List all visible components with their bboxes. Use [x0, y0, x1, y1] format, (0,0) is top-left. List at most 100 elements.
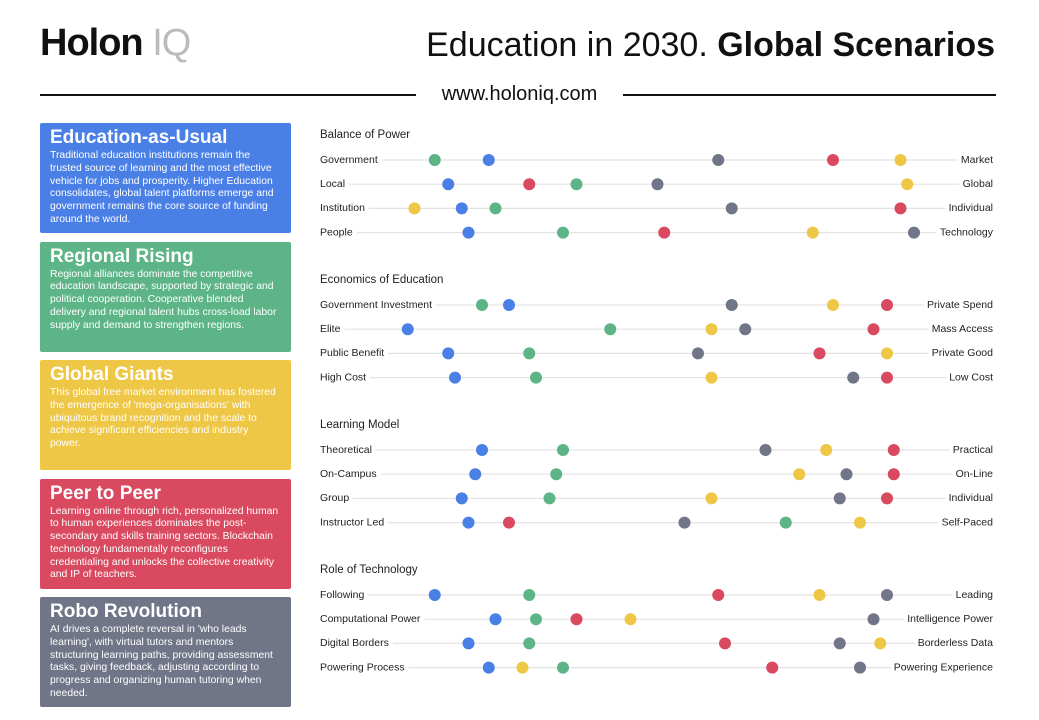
scenario-name: Peer to Peer [50, 482, 161, 504]
scenario-dot [651, 178, 664, 191]
scenario-description: This global free market environment has … [50, 387, 276, 450]
scenario-dot [482, 661, 495, 674]
left-label: Digital Borders [320, 637, 389, 649]
right-label: Individual [949, 202, 993, 214]
right-label: Market [961, 154, 993, 166]
scenario-dot [449, 371, 461, 384]
scenario-dot [530, 371, 542, 384]
left-label: Government Investment [320, 299, 432, 311]
scenario-dot [854, 516, 866, 529]
scenario-dot [793, 468, 806, 481]
scenario-dot [543, 492, 556, 505]
url: www.holoniq.com [441, 83, 598, 105]
right-label: Practical [953, 444, 993, 456]
left-label: Institution [320, 202, 365, 214]
scenario-dot [874, 637, 887, 650]
scenario-dot [604, 323, 617, 336]
scenario-description: Learning online through rich, personaliz… [50, 505, 279, 581]
scenario-dot [705, 323, 718, 336]
scenario-dot [428, 589, 441, 601]
scenario-dot [503, 516, 515, 529]
scenario-name: Regional Rising [50, 245, 194, 267]
scenario-dot [766, 661, 779, 674]
right-label: Powering Experience [894, 661, 993, 673]
right-label: Borderless Data [918, 637, 993, 649]
scenario-dot [658, 226, 671, 239]
scenario-dot [887, 468, 900, 481]
scenario-dot [908, 226, 920, 239]
scenario-dot [530, 613, 542, 626]
scenario-panel: Regional Rising Regional alliances domina… [40, 241, 291, 352]
scenario-dot [881, 589, 893, 601]
scenario-dot [692, 347, 704, 360]
title-bold: Global Scenarios [717, 26, 995, 64]
scenario-dot [678, 516, 691, 529]
scenario-dot [867, 613, 880, 626]
left-label: Powering Process [320, 661, 405, 673]
scenario-description: Traditional education institutions remai… [50, 150, 274, 225]
rule [40, 94, 416, 96]
scenario-dot [806, 226, 819, 239]
scenario-dot [489, 202, 502, 215]
scenario-dot [482, 154, 495, 166]
scenario-dot [813, 589, 826, 601]
right-label: Global [963, 178, 993, 190]
scenario-dot [476, 444, 488, 456]
scenario-dot [881, 347, 893, 360]
logo-main: Holon [40, 22, 144, 64]
scenario-dot [523, 637, 536, 650]
scenario-dot [557, 661, 569, 674]
scenario-name: Robo Revolution [50, 601, 202, 622]
section-title: Learning Model [320, 419, 399, 431]
scenario-dot [523, 589, 536, 601]
scenario-dot [469, 468, 482, 481]
logo: Holon IQ [40, 22, 191, 65]
scenario-panel: Global Giants This global free market env… [40, 360, 291, 470]
scenario-dot [462, 637, 475, 650]
left-label: People [320, 226, 353, 238]
scenario-panel: Education-as-Usual Traditional education … [40, 123, 291, 233]
scenario-dot [820, 444, 833, 456]
title-light: Education in 2030. [426, 26, 708, 64]
scenario-dot [557, 226, 569, 239]
scenario-dot [455, 492, 468, 505]
right-label: Individual [949, 492, 993, 504]
scenario-dot [428, 154, 441, 166]
scenario-dot [827, 299, 839, 311]
rule [623, 94, 996, 96]
right-label: Technology [940, 226, 994, 238]
scenario-dot [455, 202, 468, 215]
scenario-dot [705, 371, 718, 384]
right-label: Mass Access [932, 323, 993, 335]
scenario-dot [813, 347, 826, 360]
left-label: On-Campus [320, 468, 377, 480]
scenario-description: AI drives a complete reversal in 'who le… [50, 624, 273, 699]
scenario-dot [901, 178, 914, 191]
left-label: High Cost [320, 371, 366, 383]
scenario-panel: Peer to Peer Learning online through rich… [40, 478, 291, 589]
left-label: Following [320, 589, 365, 601]
scenario-panel: Robo Revolution AI drives a complete reve… [40, 597, 291, 707]
scenario-description: Regional alliances dominate the competit… [50, 268, 277, 331]
scenario-dot [624, 613, 637, 626]
scenario-dot [476, 299, 488, 311]
scenario-dot [489, 613, 502, 626]
right-label: Private Spend [927, 299, 993, 311]
left-label: Instructor Led [320, 516, 384, 528]
scenario-dot [779, 516, 792, 529]
scenario-dot [759, 444, 772, 456]
scenario-dot [557, 444, 569, 456]
scenario-dot [840, 468, 853, 481]
right-label: Self-Paced [942, 516, 994, 528]
scenario-dot [739, 323, 752, 336]
scenario-dot [570, 613, 583, 626]
scenario-name: Education-as-Usual [50, 127, 228, 148]
scenario-dot [712, 154, 725, 166]
section-title: Role of Technology [320, 564, 418, 576]
scenario-dot [712, 589, 725, 601]
scenario-dot [894, 154, 907, 166]
scenario-dot [442, 178, 455, 191]
section-title: Balance of Power [320, 129, 410, 141]
